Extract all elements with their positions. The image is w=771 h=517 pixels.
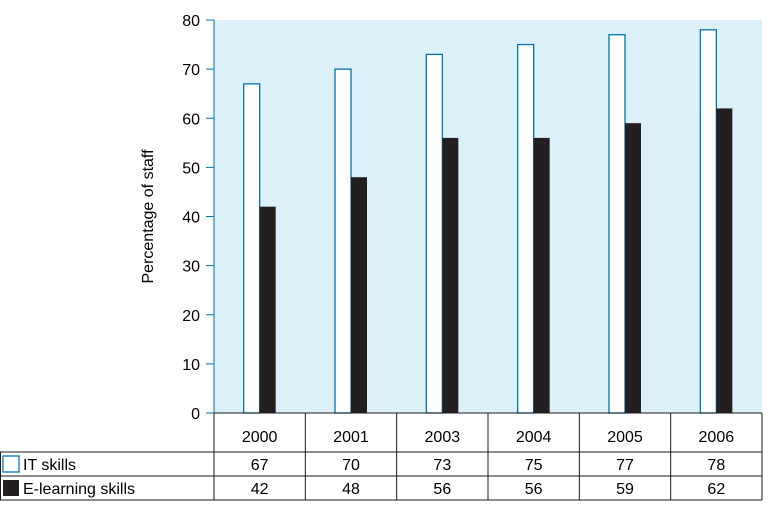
legend-label: IT skills <box>23 457 76 474</box>
table-value: 59 <box>616 481 634 498</box>
table-value: 56 <box>433 481 451 498</box>
data-table: 2000 2001 2003 2004 2005 2006 IT skills 67 70 73 7… <box>0 413 762 500</box>
plot-area <box>214 20 762 413</box>
y-tick-label: 0 <box>191 406 200 423</box>
bar-it-skills-2004 <box>518 45 534 413</box>
bar-it-skills-2005 <box>609 35 625 413</box>
y-tick-label: 50 <box>182 160 200 177</box>
table-value: 77 <box>616 457 634 474</box>
x-tick-label: 2004 <box>516 429 552 446</box>
x-tick-label: 2005 <box>607 429 643 446</box>
legend-label: E-learning skills <box>23 481 135 498</box>
y-axis: 0 10 20 30 40 50 60 70 80 <box>182 13 214 423</box>
y-tick-label: 60 <box>182 111 200 128</box>
bar-e-learning-skills-2001 <box>351 177 367 413</box>
table-value: 75 <box>525 457 543 474</box>
x-tick-label: 2006 <box>699 429 735 446</box>
bar-it-skills-2001 <box>335 69 351 413</box>
bar-it-skills-2006 <box>700 30 716 413</box>
table-value: 73 <box>433 457 451 474</box>
x-tick-label: 2000 <box>242 429 278 446</box>
x-tick-label: 2003 <box>425 429 461 446</box>
bar-e-learning-skills-2000 <box>260 207 276 413</box>
y-tick-label: 80 <box>182 13 200 30</box>
bar-e-learning-skills-2004 <box>534 138 550 413</box>
y-tick-label: 30 <box>182 259 200 276</box>
y-axis-label: Percentage of staff <box>140 149 157 284</box>
bar-e-learning-skills-2005 <box>625 123 641 413</box>
table-value: 67 <box>251 457 269 474</box>
y-tick-label: 20 <box>182 308 200 325</box>
table-value: 48 <box>342 481 360 498</box>
table-value: 56 <box>525 481 543 498</box>
bar-it-skills-2003 <box>426 54 442 413</box>
y-tick-label: 40 <box>182 210 200 227</box>
legend-swatch-it-skills <box>3 456 19 472</box>
x-tick-label: 2001 <box>333 429 369 446</box>
table-value: 42 <box>251 481 269 498</box>
bar-e-learning-skills-2003 <box>442 138 458 413</box>
bar-e-learning-skills-2006 <box>716 108 732 413</box>
table-value: 78 <box>707 457 725 474</box>
table-value: 62 <box>707 481 725 498</box>
y-tick-label: 70 <box>182 62 200 79</box>
legend-swatch-e-learning-skills <box>3 480 19 496</box>
bar-it-skills-2000 <box>244 84 260 413</box>
y-tick-label: 10 <box>182 357 200 374</box>
table-value: 70 <box>342 457 360 474</box>
